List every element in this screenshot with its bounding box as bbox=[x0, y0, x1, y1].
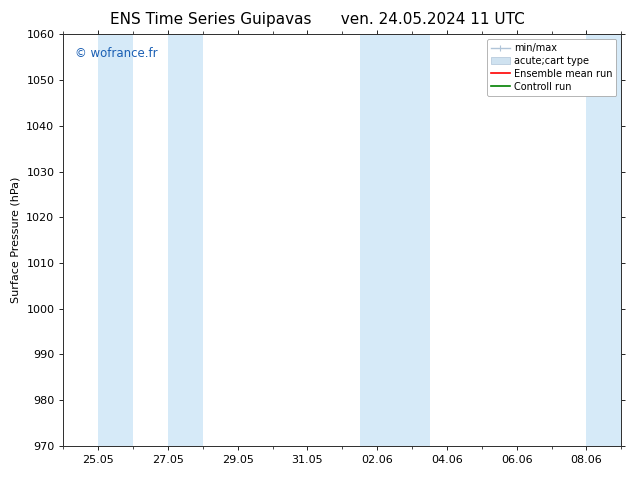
Bar bbox=[359, 34, 429, 446]
Text: ENS Time Series Guipavas      ven. 24.05.2024 11 UTC: ENS Time Series Guipavas ven. 24.05.2024… bbox=[110, 12, 524, 27]
Text: © wofrance.fr: © wofrance.fr bbox=[75, 47, 157, 60]
Bar bbox=[168, 34, 203, 446]
Bar bbox=[98, 34, 133, 446]
Legend: min/max, acute;cart type, Ensemble mean run, Controll run: min/max, acute;cart type, Ensemble mean … bbox=[487, 39, 616, 96]
Y-axis label: Surface Pressure (hPa): Surface Pressure (hPa) bbox=[11, 177, 21, 303]
Bar bbox=[586, 34, 634, 446]
